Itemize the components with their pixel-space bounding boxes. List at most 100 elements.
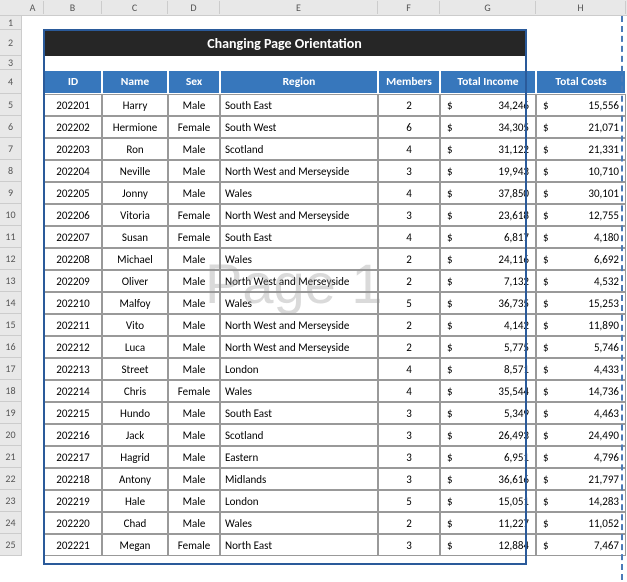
cell-name[interactable]: Jack bbox=[102, 424, 168, 446]
cell-region[interactable]: Wales bbox=[220, 512, 378, 534]
cell-name[interactable]: Susan bbox=[102, 226, 168, 248]
row-hdr-23[interactable]: 23 bbox=[0, 490, 22, 512]
cell-name[interactable]: Chris bbox=[102, 380, 168, 402]
cell-members[interactable]: 4 bbox=[378, 138, 440, 160]
cell-costs[interactable]: $21,797 bbox=[536, 468, 626, 490]
row-hdr-25[interactable]: 25 bbox=[0, 534, 22, 556]
col-hdr-h[interactable]: H bbox=[536, 1, 626, 14]
cell-income[interactable]: $26,493 bbox=[440, 424, 536, 446]
cell-income[interactable]: $34,246 bbox=[440, 94, 536, 116]
cell-id[interactable]: 202209 bbox=[44, 270, 102, 292]
cell-costs[interactable]: $21,071 bbox=[536, 116, 626, 138]
cell-sex[interactable]: Male bbox=[168, 424, 220, 446]
cell-members[interactable]: 3 bbox=[378, 204, 440, 226]
cell-sex[interactable]: Male bbox=[168, 292, 220, 314]
cell-id[interactable]: 202208 bbox=[44, 248, 102, 270]
col-hdr-g[interactable]: G bbox=[440, 1, 536, 14]
cell-id[interactable]: 202211 bbox=[44, 314, 102, 336]
cell-region[interactable]: North West and Merseyside bbox=[220, 160, 378, 182]
cell-members[interactable]: 3 bbox=[378, 446, 440, 468]
cell-region[interactable]: Wales bbox=[220, 248, 378, 270]
cell-region[interactable]: London bbox=[220, 490, 378, 512]
cell-members[interactable]: 2 bbox=[378, 270, 440, 292]
cell-income[interactable]: $4,142 bbox=[440, 314, 536, 336]
cell-costs[interactable]: $4,463 bbox=[536, 402, 626, 424]
cell-name[interactable]: Street bbox=[102, 358, 168, 380]
cell-sex[interactable]: Male bbox=[168, 138, 220, 160]
cell-id[interactable]: 202216 bbox=[44, 424, 102, 446]
cell-members[interactable]: 3 bbox=[378, 424, 440, 446]
col-hdr-a[interactable]: A bbox=[22, 1, 44, 14]
cell-region[interactable]: Wales bbox=[220, 380, 378, 402]
cell-costs[interactable]: $15,253 bbox=[536, 292, 626, 314]
cell-sex[interactable]: Male bbox=[168, 446, 220, 468]
cell-members[interactable]: 2 bbox=[378, 512, 440, 534]
cell-income[interactable]: $7,132 bbox=[440, 270, 536, 292]
row-hdr-1[interactable]: 1 bbox=[0, 16, 22, 30]
th-costs[interactable]: Total Costs bbox=[536, 70, 626, 94]
cell-income[interactable]: $23,618 bbox=[440, 204, 536, 226]
cell-income[interactable]: $5,349 bbox=[440, 402, 536, 424]
cell-id[interactable]: 202203 bbox=[44, 138, 102, 160]
cell-members[interactable]: 2 bbox=[378, 248, 440, 270]
th-id[interactable]: ID bbox=[44, 70, 102, 94]
row-hdr-22[interactable]: 22 bbox=[0, 468, 22, 490]
cell-income[interactable]: $6,951 bbox=[440, 446, 536, 468]
row-hdr-20[interactable]: 20 bbox=[0, 424, 22, 446]
cell-id[interactable]: 202220 bbox=[44, 512, 102, 534]
cell-sex[interactable]: Female bbox=[168, 116, 220, 138]
cell-costs[interactable]: $24,490 bbox=[536, 424, 626, 446]
row-hdr-10[interactable]: 10 bbox=[0, 204, 22, 226]
cell-region[interactable]: Midlands bbox=[220, 468, 378, 490]
cell-costs[interactable]: $30,101 bbox=[536, 182, 626, 204]
row-hdr-16[interactable]: 16 bbox=[0, 336, 22, 358]
cell-sex[interactable]: Male bbox=[168, 270, 220, 292]
cell-id[interactable]: 202205 bbox=[44, 182, 102, 204]
cell-income[interactable]: $31,122 bbox=[440, 138, 536, 160]
cell-name[interactable]: Ron bbox=[102, 138, 168, 160]
cell-region[interactable]: North West and Merseyside bbox=[220, 204, 378, 226]
cell-id[interactable]: 202214 bbox=[44, 380, 102, 402]
row-hdr-14[interactable]: 14 bbox=[0, 292, 22, 314]
cell-members[interactable]: 4 bbox=[378, 182, 440, 204]
cell-members[interactable]: 5 bbox=[378, 292, 440, 314]
cell-region[interactable]: South East bbox=[220, 402, 378, 424]
cell-name[interactable]: Antony bbox=[102, 468, 168, 490]
row-hdr-6[interactable]: 6 bbox=[0, 116, 22, 138]
row-hdr-3[interactable]: 3 bbox=[0, 56, 22, 70]
cell-costs[interactable]: $15,556 bbox=[536, 94, 626, 116]
cell-income[interactable]: $36,735 bbox=[440, 292, 536, 314]
cell-income[interactable]: $11,227 bbox=[440, 512, 536, 534]
col-hdr-f[interactable]: F bbox=[378, 1, 440, 14]
cell-costs[interactable]: $14,736 bbox=[536, 380, 626, 402]
cell-region[interactable]: Scotland bbox=[220, 424, 378, 446]
cell-name[interactable]: Michael bbox=[102, 248, 168, 270]
cell-income[interactable]: $34,305 bbox=[440, 116, 536, 138]
cell-members[interactable]: 3 bbox=[378, 468, 440, 490]
cell-costs[interactable]: $6,692 bbox=[536, 248, 626, 270]
cell-costs[interactable]: $14,283 bbox=[536, 490, 626, 512]
cell-costs[interactable]: $11,890 bbox=[536, 314, 626, 336]
row-hdr-11[interactable]: 11 bbox=[0, 226, 22, 248]
cell-id[interactable]: 202212 bbox=[44, 336, 102, 358]
cell-name[interactable]: Vitoria bbox=[102, 204, 168, 226]
cell-region[interactable]: South East bbox=[220, 94, 378, 116]
cell-region[interactable]: North West and Merseyside bbox=[220, 270, 378, 292]
cell-sex[interactable]: Male bbox=[168, 468, 220, 490]
cell-costs[interactable]: $11,052 bbox=[536, 512, 626, 534]
cell-sex[interactable]: Male bbox=[168, 182, 220, 204]
cell-id[interactable]: 202215 bbox=[44, 402, 102, 424]
cell-sex[interactable]: Male bbox=[168, 490, 220, 512]
cell-income[interactable]: $35,544 bbox=[440, 380, 536, 402]
th-members[interactable]: Members bbox=[378, 70, 440, 94]
row-hdr-2[interactable]: 2 bbox=[0, 30, 22, 56]
row-hdr-18[interactable]: 18 bbox=[0, 380, 22, 402]
cell-region[interactable]: North West and Merseyside bbox=[220, 336, 378, 358]
row-hdr-15[interactable]: 15 bbox=[0, 314, 22, 336]
cell-name[interactable]: Megan bbox=[102, 534, 168, 556]
cell-name[interactable]: Harry bbox=[102, 94, 168, 116]
cell-id[interactable]: 202213 bbox=[44, 358, 102, 380]
cell-income[interactable]: $37,850 bbox=[440, 182, 536, 204]
cell-id[interactable]: 202218 bbox=[44, 468, 102, 490]
cell-sex[interactable]: Male bbox=[168, 336, 220, 358]
